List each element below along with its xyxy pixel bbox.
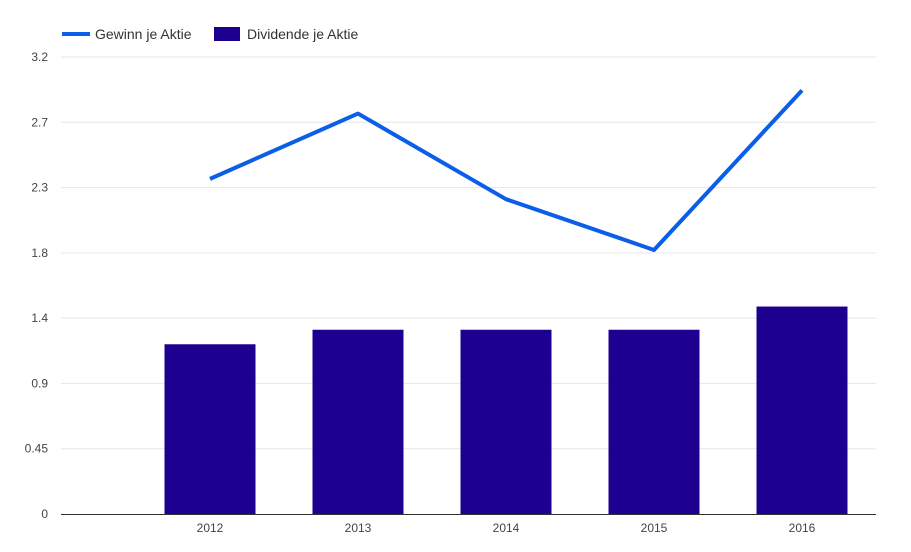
bar-series [164, 306, 848, 514]
y-tick-label: 1.4 [31, 311, 48, 325]
bar-dividend [608, 329, 700, 514]
x-tick-label: 2014 [493, 521, 520, 535]
y-tick-label: 0.9 [31, 376, 48, 390]
y-tick-label: 0 [41, 507, 48, 521]
legend-label-eps: Gewinn je Aktie [95, 26, 192, 42]
x-tick-label: 2013 [345, 521, 372, 535]
bar-dividend [756, 306, 848, 514]
legend: Gewinn je Aktie Dividende je Aktie [62, 26, 359, 42]
legend-label-dividend: Dividende je Aktie [247, 26, 359, 42]
legend-item-eps[interactable]: Gewinn je Aktie [62, 26, 192, 42]
x-tick-label: 2015 [641, 521, 668, 535]
x-tick-label: 2016 [789, 521, 816, 535]
y-tick-label: 1.8 [31, 246, 48, 260]
bar-dividend [312, 329, 404, 514]
y-tick-label: 0.45 [25, 442, 49, 456]
bar-dividend [164, 344, 256, 514]
legend-item-dividend[interactable]: Dividende je Aktie [214, 26, 359, 42]
y-tick-label: 2.3 [31, 181, 48, 195]
legend-bar-swatch [214, 27, 240, 41]
x-tick-label: 2012 [197, 521, 224, 535]
y-tick-label: 3.2 [31, 50, 48, 64]
line-eps [209, 89, 804, 252]
line-series [209, 89, 804, 252]
y-tick-label: 2.7 [31, 115, 48, 129]
bar-dividend [460, 329, 552, 514]
y-axis-ticks: 0 0.45 0.9 1.4 1.8 2.3 2.7 3.2 [25, 50, 49, 521]
x-axis-ticks: 2012 2013 2014 2015 2016 [197, 521, 816, 535]
